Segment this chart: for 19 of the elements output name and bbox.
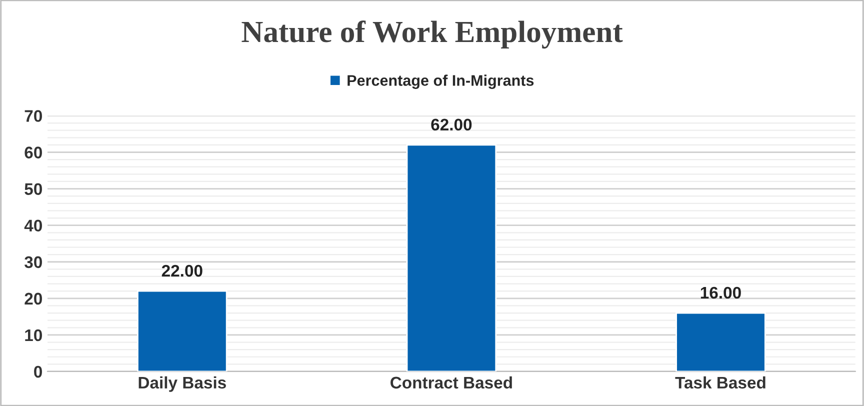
bar — [137, 290, 228, 372]
bar — [676, 312, 766, 372]
y-tick-label: 30 — [24, 256, 42, 268]
x-tick-label: Task Based — [675, 376, 766, 389]
x-tick-label: Daily Basis — [138, 376, 226, 392]
legend-label: Percentage of In-Migrants — [348, 74, 534, 89]
y-tick-label: 60 — [24, 146, 42, 158]
data-label: 62.00 — [431, 118, 472, 131]
y-tick-label: 10 — [25, 329, 42, 342]
x-tick-label: Contract Based — [390, 376, 512, 389]
chart-title: Nature of Work Employment — [242, 20, 623, 49]
y-tick-label: 50 — [24, 183, 42, 195]
data-label: 16.00 — [700, 286, 741, 299]
y-tick-label: 20 — [24, 292, 42, 305]
y-tick-label: 70 — [24, 110, 42, 122]
data-label: 22.00 — [162, 264, 202, 277]
bar — [406, 144, 497, 372]
y-tick-label: 40 — [24, 220, 42, 232]
y-tick-label: 0 — [34, 366, 42, 378]
